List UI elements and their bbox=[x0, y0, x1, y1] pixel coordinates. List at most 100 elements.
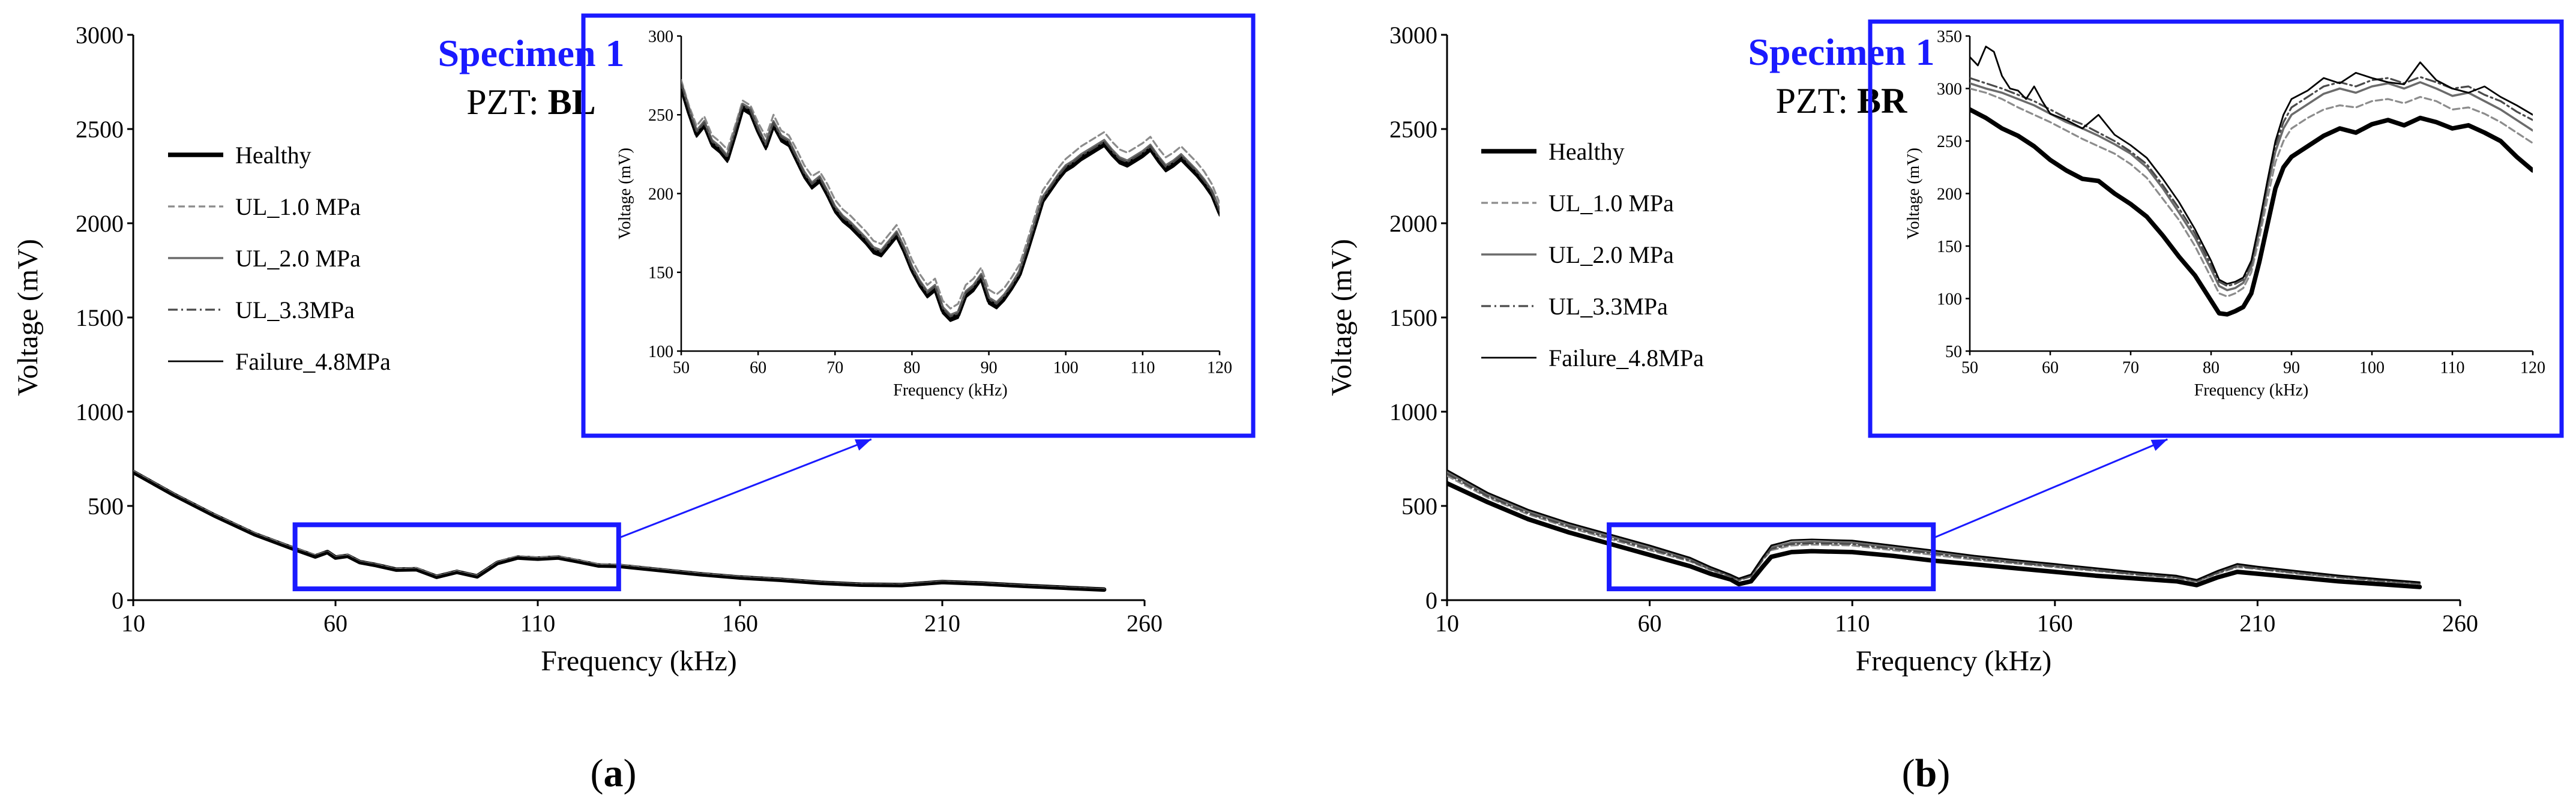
x-tick-label: 60 bbox=[2042, 358, 2059, 377]
x-tick-label: 210 bbox=[2239, 610, 2275, 637]
y-tick-label: 1500 bbox=[76, 304, 124, 331]
series-line-healthy bbox=[1447, 481, 2422, 589]
specimen-title: Specimen 1 bbox=[1748, 31, 1934, 73]
x-tick-label: 110 bbox=[2440, 358, 2465, 377]
x-tick-label: 120 bbox=[2520, 358, 2545, 377]
panel-label-open: ( bbox=[591, 751, 604, 795]
panel-label-open: ( bbox=[1902, 751, 1915, 795]
panel-label-close: ) bbox=[624, 751, 637, 795]
series-group bbox=[133, 469, 1107, 592]
x-tick-label: 160 bbox=[2037, 610, 2073, 637]
y-tick-label: 250 bbox=[1937, 133, 1962, 151]
y-tick-label: 0 bbox=[112, 587, 124, 614]
zoom-arrow-head bbox=[2150, 439, 2168, 451]
legend-entry: Healthy bbox=[1548, 138, 1625, 165]
inset-frame bbox=[581, 13, 1256, 438]
y-tick-label: 350 bbox=[1937, 28, 1962, 46]
y-tick-label: 250 bbox=[648, 106, 673, 125]
zoom-region-box bbox=[292, 522, 621, 592]
legend-entry: UL_3.3MPa bbox=[235, 296, 355, 323]
x-tick-label: 120 bbox=[1207, 358, 1232, 377]
series-line-failure-4-8mpa bbox=[1447, 469, 2421, 583]
pzt-value: BL bbox=[548, 82, 596, 122]
x-tick-label: 50 bbox=[673, 358, 690, 377]
series-line-ul-1-0-mpa bbox=[681, 79, 1220, 310]
specimen-title: Specimen 1 bbox=[438, 32, 624, 74]
zoom-arrow-line bbox=[1933, 438, 2168, 539]
x-tick-label: 90 bbox=[981, 358, 998, 377]
y-tick-label: 2000 bbox=[1389, 210, 1437, 237]
x-axis-label: Frequency (kHz) bbox=[1856, 645, 2052, 677]
x-tick-label: 160 bbox=[722, 610, 758, 637]
chart-a-main: 10 60 110 160 210 260 0 500 1000 1500 2000 2500 3000… bbox=[12, 22, 1163, 677]
x-tick-label: 80 bbox=[2203, 358, 2219, 377]
x-tick-label: 100 bbox=[2359, 358, 2385, 377]
x-tick-label: 10 bbox=[121, 610, 145, 637]
x-tick-label: 80 bbox=[903, 358, 920, 377]
x-tick-label: 70 bbox=[2122, 358, 2139, 377]
y-tick-label: 200 bbox=[1937, 185, 1962, 203]
y-tick-label: 2500 bbox=[1389, 116, 1437, 143]
legend-entry: UL_2.0 MPa bbox=[1548, 241, 1674, 268]
y-tick-label: 200 bbox=[648, 185, 673, 203]
y-tick-label: 0 bbox=[1425, 587, 1437, 614]
series-line-ul-1-0-mpa bbox=[1970, 87, 2533, 298]
legend-entry: UL_1.0 MPa bbox=[1548, 190, 1674, 217]
zoom-region-box bbox=[1607, 522, 1936, 592]
x-axis-label: Frequency (kHz) bbox=[541, 645, 737, 677]
legend-entry: Healthy bbox=[235, 142, 311, 169]
x-tick-label: 110 bbox=[1130, 358, 1155, 377]
pzt-prefix: PZT: bbox=[466, 82, 547, 122]
series-line-failure-4-8mpa bbox=[1970, 46, 2533, 285]
pzt-prefix: PZT: bbox=[1776, 81, 1857, 121]
series-line-healthy bbox=[1970, 107, 2533, 317]
panel-label: (b) bbox=[1902, 751, 1951, 795]
inset-frame bbox=[1868, 19, 2564, 438]
y-tick-label: 150 bbox=[648, 264, 673, 283]
y-tick-label: 2500 bbox=[76, 116, 124, 143]
y-tick-label: 100 bbox=[1937, 290, 1962, 308]
y-axis-label: Voltage (mV) bbox=[616, 148, 634, 239]
y-tick-label: 300 bbox=[648, 28, 673, 46]
x-tick-label: 260 bbox=[1127, 610, 1163, 637]
y-tick-label: 1000 bbox=[1389, 398, 1437, 426]
chart-b-inset: 50 60 70 80 90 100 110 120 50 100 150 200 250 300 350 F… bbox=[1904, 28, 2545, 400]
legend-entry: UL_1.0 MPa bbox=[235, 193, 361, 220]
series-group bbox=[1447, 469, 2422, 589]
y-tick-label: 100 bbox=[648, 343, 673, 361]
chart-a-inset: 50 60 70 80 90 100 110 120 100 150 200 250 300 Freque… bbox=[616, 28, 1232, 400]
x-tick-label: 60 bbox=[1638, 610, 1662, 637]
series-group bbox=[1970, 46, 2533, 317]
series-line-ul-3-3mpa bbox=[1970, 76, 2533, 287]
series-line-ul-3-3mpa bbox=[1447, 472, 2421, 585]
legend-entry: Failure_4.8MPa bbox=[235, 348, 391, 375]
y-tick-label: 500 bbox=[88, 493, 124, 520]
y-tick-label: 50 bbox=[1945, 343, 1962, 361]
zoom-arrow-head bbox=[855, 439, 871, 451]
legend-entry: UL_3.3MPa bbox=[1548, 293, 1668, 320]
series-line-failure-4-8mpa bbox=[681, 88, 1220, 322]
chart-b-main: 10 60 110 160 210 260 0 500 1000 1500 2000 2500 3000… bbox=[1326, 22, 2478, 677]
pzt-value: BR bbox=[1857, 81, 1907, 121]
x-tick-label: 110 bbox=[1835, 610, 1870, 637]
x-tick-label: 110 bbox=[520, 610, 556, 637]
y-tick-label: 500 bbox=[1401, 493, 1437, 520]
x-tick-label: 70 bbox=[826, 358, 843, 377]
y-axis-label: Voltage (mV) bbox=[1326, 239, 1358, 396]
x-tick-label: 60 bbox=[324, 610, 348, 637]
y-tick-label: 300 bbox=[1937, 80, 1962, 98]
panel-label-close: ) bbox=[1937, 751, 1950, 795]
x-tick-label: 90 bbox=[2283, 358, 2300, 377]
series-group bbox=[681, 79, 1220, 322]
y-axis-label: Voltage (mV) bbox=[1904, 148, 1923, 239]
y-tick-label: 3000 bbox=[1389, 22, 1437, 49]
pzt-label: PZT: BR bbox=[1776, 81, 1907, 121]
y-tick-label: 2000 bbox=[76, 210, 124, 237]
x-tick-label: 260 bbox=[2442, 610, 2478, 637]
y-tick-label: 1500 bbox=[1389, 304, 1437, 331]
x-tick-label: 10 bbox=[1435, 610, 1459, 637]
series-line-ul-3-3mpa bbox=[681, 83, 1220, 317]
x-axis-label: Frequency (kHz) bbox=[2194, 381, 2308, 400]
zoom-arrow-line bbox=[618, 438, 872, 539]
